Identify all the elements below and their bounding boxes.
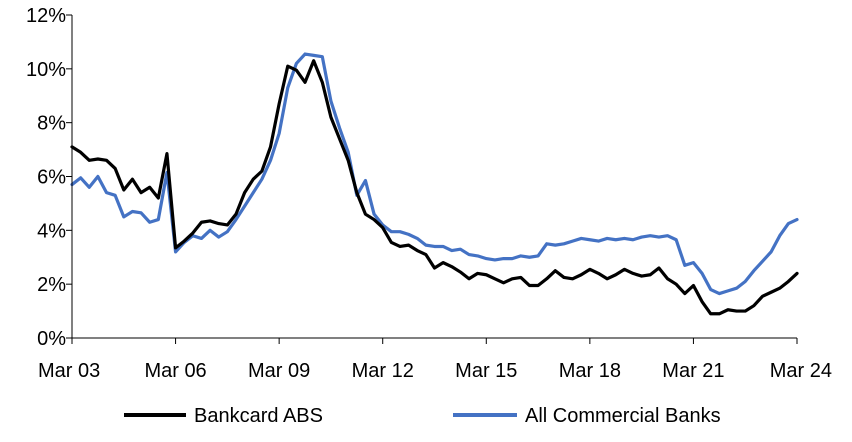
y-tick-label: 10%: [26, 59, 66, 81]
series-line-bankcard-abs: [70, 59, 799, 316]
y-axis-tick-labels: 0% 2% 4% 6% 8% 10% 12%: [26, 5, 66, 350]
series-line-all-commercial-banks: [70, 52, 799, 296]
y-axis-ticks: [66, 14, 72, 339]
y-tick-label: 6%: [37, 167, 66, 189]
x-tick-label: Mar 15: [455, 360, 517, 382]
legend: Bankcard ABS All Commercial Banks: [124, 405, 721, 427]
legend-label-all-commercial-banks: All Commercial Banks: [525, 405, 721, 427]
x-axis-ticks: [71, 338, 798, 344]
x-tick-label: Mar 03: [38, 360, 100, 382]
y-tick-label: 0%: [37, 328, 66, 350]
x-axis-tick-labels: Mar 03 Mar 06 Mar 09 Mar 12 Mar 15 Mar 18 Mar …: [38, 360, 832, 382]
x-tick-label: Mar 18: [559, 360, 621, 382]
x-tick-label: Mar 12: [352, 360, 414, 382]
x-tick-label: Mar 06: [144, 360, 206, 382]
plot-series: [70, 52, 799, 316]
y-tick-label: 8%: [37, 113, 66, 135]
x-tick-label: Mar 24: [770, 360, 832, 382]
x-tick-label: Mar 09: [248, 360, 310, 382]
x-tick-label: Mar 21: [662, 360, 724, 382]
y-tick-label: 12%: [26, 5, 66, 27]
legend-label-bankcard-abs: Bankcard ABS: [194, 405, 323, 427]
y-tick-label: 2%: [37, 274, 66, 296]
y-tick-label: 4%: [37, 220, 66, 242]
